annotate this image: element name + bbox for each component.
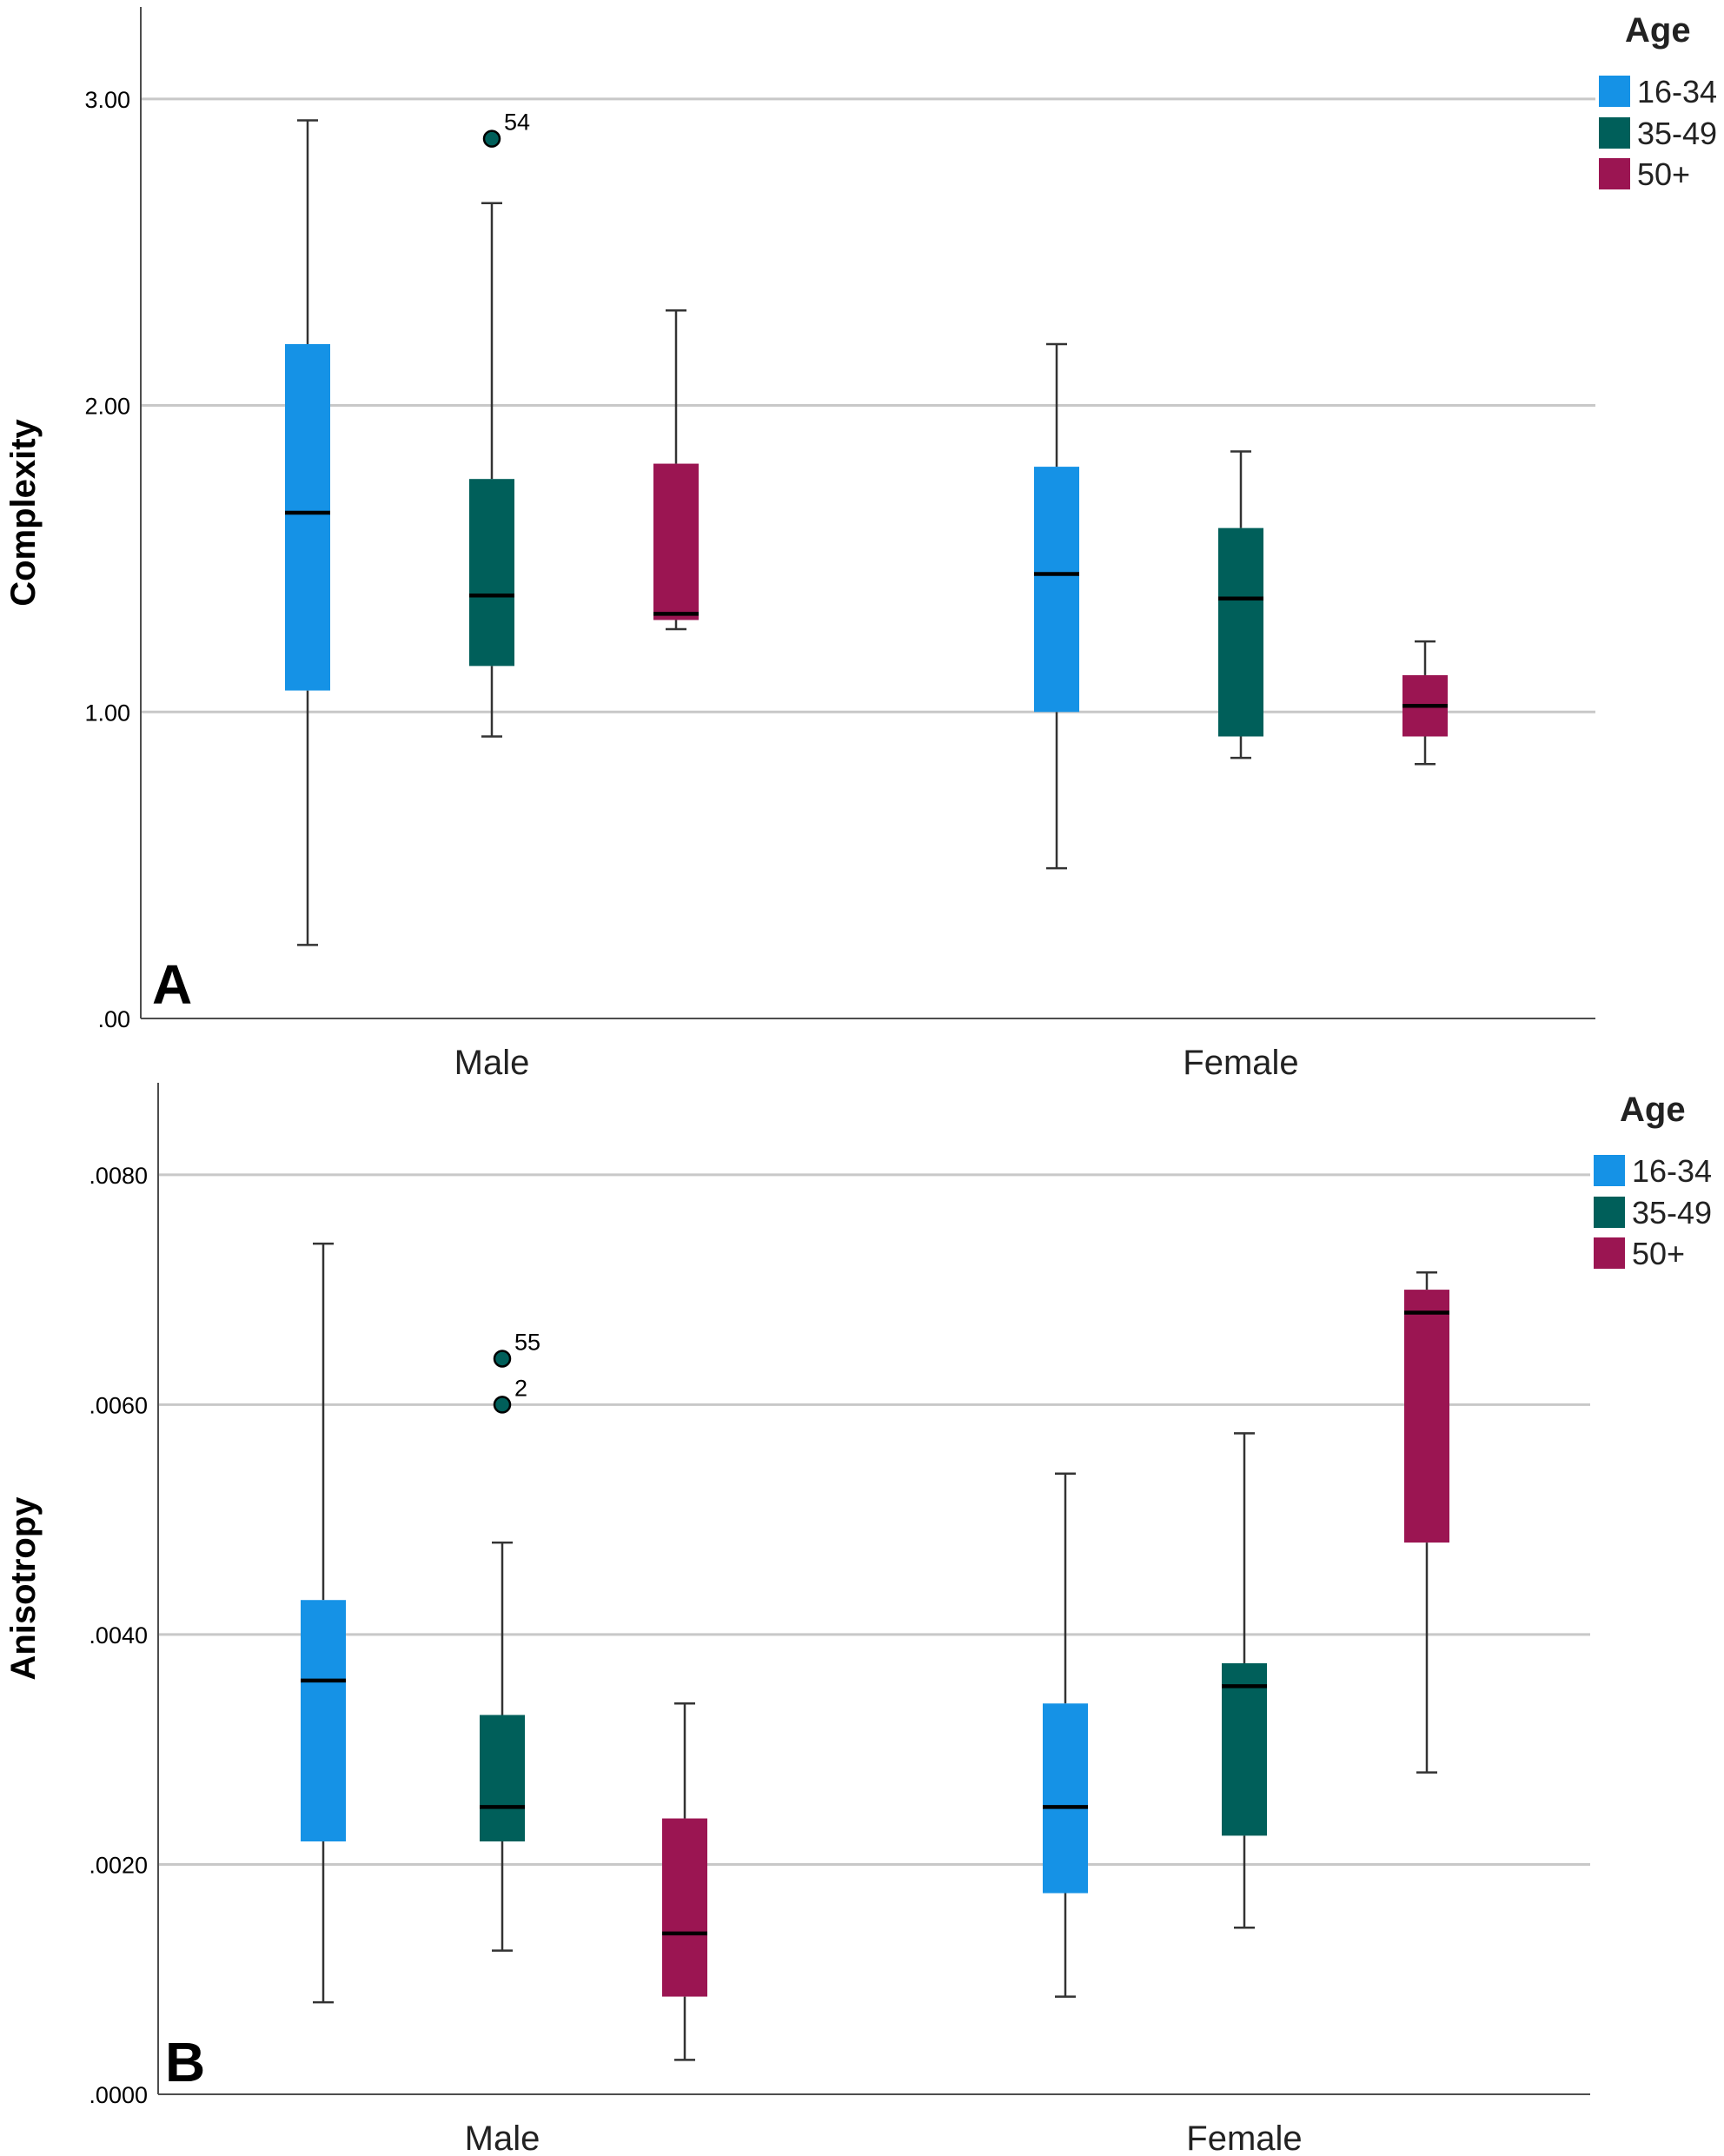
outlier-point <box>493 1350 512 1368</box>
legend-swatch <box>1599 117 1630 149</box>
iqr-box <box>1043 1703 1088 1894</box>
legend-label: 35-49 <box>1632 1195 1712 1231</box>
iqr-box <box>480 1715 525 1841</box>
iqr-box <box>1034 467 1079 713</box>
y-tick-label: .0020 <box>89 1852 148 1878</box>
y-tick-label: .0060 <box>89 1392 148 1418</box>
box-50+-male <box>653 308 699 631</box>
outlier-point <box>493 1396 512 1414</box>
box-35-49-male: 54 <box>469 109 530 738</box>
panel-b: .0000 .0020 .0040 .0060 .0080 Anisotropy Male F… <box>4 1083 1712 2156</box>
box-16-34-female <box>1034 342 1079 870</box>
box-16-34-male <box>301 1242 346 2004</box>
legend-label: 35-49 <box>1637 116 1717 151</box>
legend-label: 16-34 <box>1637 74 1717 109</box>
outlier-point <box>482 129 501 148</box>
y-tick-label: .0000 <box>89 2082 148 2108</box>
y-tick-label: 1.00 <box>84 700 130 726</box>
iqr-box <box>1222 1662 1267 1836</box>
iqr-box <box>1218 527 1263 737</box>
legend-label: 50+ <box>1632 1236 1685 1271</box>
panel-letter: B <box>165 2031 205 2093</box>
y-axis-title: Anisotropy <box>4 1496 43 1681</box>
box-50+-male <box>662 1702 707 2061</box>
legend-swatch <box>1599 158 1630 189</box>
legend-title: Age <box>1620 1091 1686 1129</box>
legend-swatch <box>1594 1197 1625 1228</box>
category-label: Female <box>1186 2120 1302 2156</box>
box-16-34-male <box>285 119 330 946</box>
y-axis-title: Complexity <box>4 418 43 606</box>
box-35-49-male: 55 2 <box>480 1329 540 1952</box>
outlier-label: 55 <box>514 1329 540 1355</box>
y-tick-label: 3.00 <box>84 87 130 113</box>
iqr-box <box>653 463 699 620</box>
y-tick-label: 2.00 <box>84 394 130 420</box>
legend-label: 16-34 <box>1632 1153 1712 1189</box>
panel-a: .00 1.00 2.00 3.00 Complexity Male Female 54 Age… <box>4 7 1717 1082</box>
legend-title: Age <box>1625 11 1691 50</box>
category-label: Male <box>454 1044 530 1082</box>
iqr-box <box>1404 1290 1449 1543</box>
legend-swatch <box>1594 1155 1625 1186</box>
category-label: Female <box>1183 1044 1298 1082</box>
y-tick-label: .00 <box>97 1006 130 1032</box>
panel-letter: A <box>152 953 192 1016</box>
legend-swatch <box>1594 1237 1625 1269</box>
y-tick-label: .0040 <box>89 1622 148 1649</box>
y-tick-label: .0080 <box>89 1163 148 1189</box>
legend-swatch <box>1599 76 1630 107</box>
iqr-box <box>301 1600 346 1841</box>
box-50+-female <box>1402 640 1448 766</box>
category-label: Male <box>465 2120 540 2156</box>
box-35-49-female <box>1218 450 1263 760</box>
legend: Age 16-34 35-49 50+ <box>1599 11 1717 192</box>
iqr-box <box>469 479 514 667</box>
box-35-49-female <box>1222 1432 1267 1929</box>
box-50+-female <box>1404 1271 1449 1774</box>
legend: Age 16-34 35-49 50+ <box>1594 1091 1712 1271</box>
outlier-label: 2 <box>514 1375 527 1401</box>
iqr-box <box>662 1818 707 1997</box>
outlier-label: 54 <box>504 109 530 136</box>
legend-label: 50+ <box>1637 156 1690 192</box>
box-16-34-female <box>1043 1472 1088 1998</box>
iqr-box <box>285 344 330 691</box>
